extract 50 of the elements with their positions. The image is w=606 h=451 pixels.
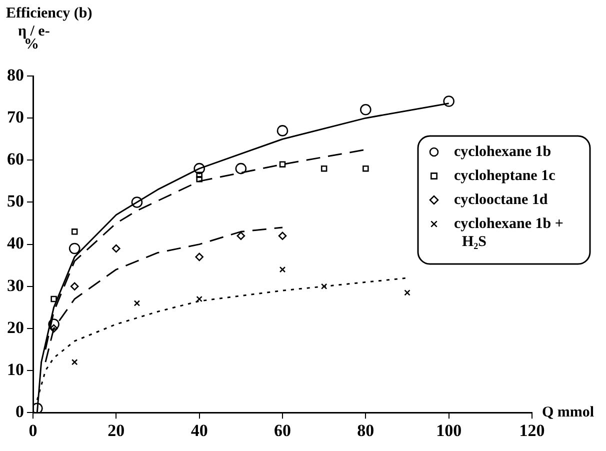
point: [443, 96, 454, 107]
point: [236, 232, 246, 240]
point: [134, 300, 140, 306]
x-tick-label: 120: [519, 421, 545, 440]
point: [48, 318, 60, 330]
point: [320, 165, 328, 172]
point: [194, 162, 205, 174]
x-tick-label: 80: [357, 421, 374, 440]
x-tick-label: 100: [436, 421, 462, 440]
y-tick-label: 50: [7, 192, 24, 211]
point: [50, 296, 57, 302]
point: [195, 252, 204, 262]
point: [279, 161, 286, 168]
x-axis-title: Q mmol: [542, 404, 594, 420]
point: [196, 172, 202, 178]
y-tick-label: 10: [7, 360, 24, 379]
x-tick-label: 0: [28, 421, 38, 440]
point: [360, 104, 372, 116]
point: [112, 244, 120, 253]
point: [278, 232, 287, 240]
x-tick-label: 20: [108, 421, 125, 440]
y-tick-label: 30: [7, 276, 24, 295]
y-tick-label: 20: [7, 318, 24, 337]
point: [404, 290, 410, 296]
point: [71, 228, 78, 235]
legend-label: cycloheptane 1c: [454, 168, 556, 184]
point: [50, 324, 58, 333]
point: [279, 266, 286, 273]
point: [196, 296, 202, 302]
legend-label: cyclooctane 1d: [454, 192, 548, 208]
y-tick-label: 80: [7, 65, 24, 84]
point: [276, 125, 288, 136]
chart-title: Efficiency (b): [6, 5, 92, 22]
y-axis-title: η / e- %: [18, 23, 50, 52]
point: [235, 162, 247, 174]
x-tick-label: 40: [190, 421, 208, 440]
point: [131, 196, 143, 208]
y-tick-label: 0: [16, 402, 24, 421]
legend-label: cyclohexane 1b + H₂S: [454, 216, 564, 250]
point: [70, 282, 79, 291]
y-tick-label: 70: [7, 107, 24, 126]
y-tick-label: 40: [7, 234, 24, 253]
x-tick-label: 60: [274, 421, 291, 440]
point: [196, 176, 202, 182]
point: [71, 358, 78, 366]
point: [362, 165, 369, 172]
legend-label: cyclohexane 1b: [454, 144, 552, 160]
point: [320, 283, 328, 290]
y-tick-label: 60: [7, 150, 24, 169]
point: [68, 242, 80, 254]
